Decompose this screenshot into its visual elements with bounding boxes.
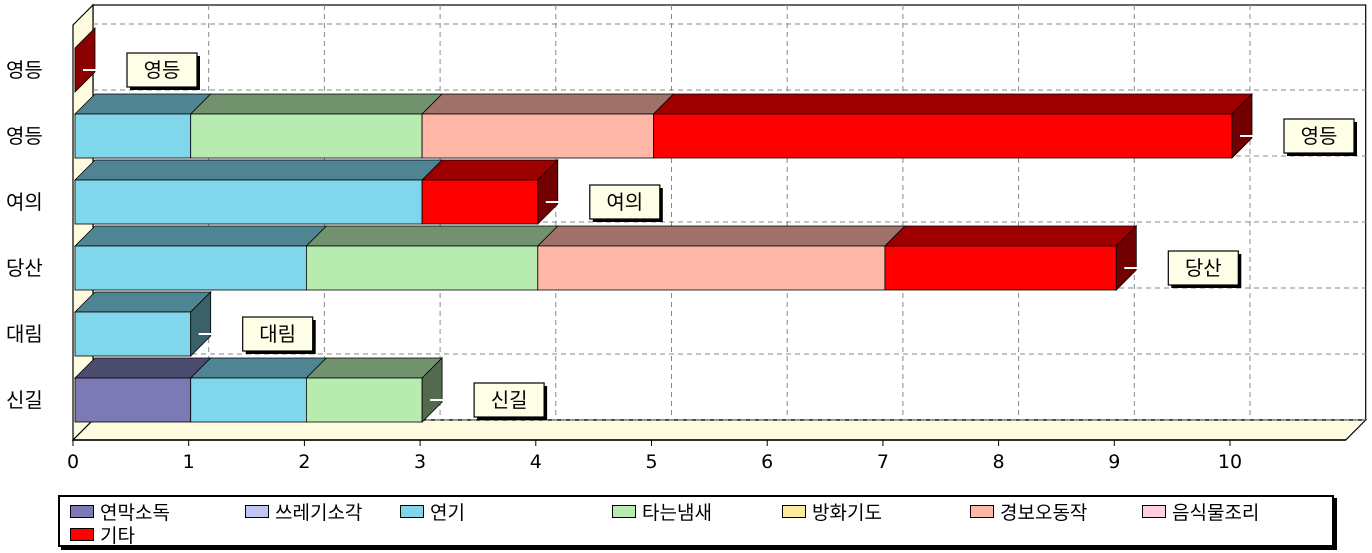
bar-segment-top — [189, 357, 328, 379]
legend-label: 연기 — [430, 501, 465, 524]
legend-swatch — [245, 504, 269, 518]
legend-swatch — [70, 527, 94, 541]
bar-side-face — [1231, 93, 1253, 159]
x-tick-label: 7 — [877, 451, 889, 473]
data-label-text: 대림 — [259, 322, 296, 346]
data-label-box — [1167, 250, 1239, 286]
data-label-text: 신길 — [491, 388, 528, 412]
data-label-text: 영등 — [1301, 124, 1338, 148]
bar-side-face — [1115, 225, 1137, 291]
legend-label: 쓰레기소각 — [275, 501, 363, 524]
x-tick-label: 2 — [298, 451, 310, 473]
bar-segment — [74, 179, 423, 225]
legend-item: 쓰레기소각 — [245, 499, 363, 524]
x-tick-label: 4 — [530, 451, 542, 473]
bar-segment-top — [74, 291, 212, 313]
legend-swatch — [970, 504, 994, 518]
bar-segment-top — [74, 159, 444, 181]
legend-swatch — [612, 504, 636, 518]
data-label: 당산 — [1167, 250, 1242, 288]
x-tick-label: 0 — [67, 451, 79, 473]
bar-segment — [421, 113, 654, 159]
bar-segment — [74, 113, 192, 159]
bar-segment-top — [189, 93, 444, 115]
y-category-label: 영등 — [6, 58, 43, 82]
y-category-label: 대림 — [6, 322, 43, 346]
x-tick-label: 5 — [645, 451, 657, 473]
bar-segment — [74, 377, 192, 423]
data-label-box — [126, 52, 198, 88]
data-label: 신길 — [473, 382, 548, 420]
data-label: 영등 — [1283, 118, 1357, 156]
legend-item: 타는냄새 — [612, 499, 712, 524]
data-label-box — [589, 184, 661, 220]
y-category-label: 당산 — [6, 256, 43, 280]
bar-segment-top — [74, 357, 212, 379]
legend-swatch — [70, 504, 94, 518]
data-label-text: 여의 — [606, 190, 643, 214]
legend-label: 음식물조리 — [1172, 501, 1260, 524]
x-tick-label: 10 — [1218, 451, 1242, 473]
bar-segment-top — [536, 225, 906, 247]
legend-item: 연막소독 — [70, 499, 170, 524]
x-tick-label: 1 — [183, 451, 195, 473]
data-label: 여의 — [589, 184, 663, 222]
bar-segment-top — [74, 93, 212, 115]
bar-segment — [190, 113, 423, 159]
x-tick-label: 8 — [993, 451, 1005, 473]
legend-item: 음식물조리 — [1142, 499, 1260, 524]
data-label-text: 당산 — [1185, 256, 1222, 280]
bar-segment — [305, 245, 539, 291]
data-label-box — [242, 316, 314, 352]
bar-segment-top — [305, 357, 444, 379]
bar-segment — [305, 377, 423, 423]
x-tick-label: 9 — [1108, 451, 1120, 473]
y-category-label: 신길 — [6, 388, 43, 412]
x-tick-label: 6 — [761, 451, 773, 473]
legend-item: 기타 — [70, 522, 135, 547]
bar-segment-top — [421, 159, 559, 181]
y-category-label: 영등 — [6, 124, 43, 148]
legend-label: 경보오동작 — [1000, 501, 1088, 524]
bar-segment — [884, 245, 1117, 291]
bar-segment — [653, 113, 1233, 159]
bar-segment — [74, 311, 192, 357]
bar-side-face — [74, 27, 96, 93]
bar-segment — [421, 179, 539, 225]
legend-label: 연막소독 — [100, 501, 170, 524]
data-label-box — [1283, 118, 1355, 154]
legend-label: 방화기도 — [812, 501, 882, 524]
bar-segment — [537, 245, 886, 291]
legend-item: 경보오동작 — [970, 499, 1088, 524]
x-tick-label: 3 — [414, 451, 426, 473]
bar-segment-top — [652, 93, 1253, 115]
bar-segment — [190, 377, 307, 423]
bar-side-face — [537, 159, 559, 225]
data-label-box — [473, 382, 545, 418]
bar-side-face — [421, 357, 443, 423]
y-category-label: 여의 — [6, 190, 43, 214]
legend-label: 타는냄새 — [642, 501, 712, 524]
bar-segment-top — [883, 225, 1138, 247]
legend-swatch — [782, 504, 806, 518]
bar-segment-top — [421, 93, 675, 115]
bar-segment-top — [305, 225, 559, 247]
data-label: 대림 — [242, 316, 316, 354]
legend-swatch — [400, 504, 424, 518]
bar-segment-top — [74, 225, 328, 247]
data-label-text: 영등 — [144, 58, 181, 82]
legend-item: 연기 — [400, 499, 465, 524]
chart-floor — [71, 419, 1368, 441]
bar-segment — [74, 245, 307, 291]
legend-swatch — [1142, 504, 1166, 518]
legend-item: 방화기도 — [782, 499, 882, 524]
legend-label: 기타 — [100, 524, 135, 547]
data-label: 영등 — [126, 52, 200, 90]
bar-side-face — [190, 291, 212, 357]
